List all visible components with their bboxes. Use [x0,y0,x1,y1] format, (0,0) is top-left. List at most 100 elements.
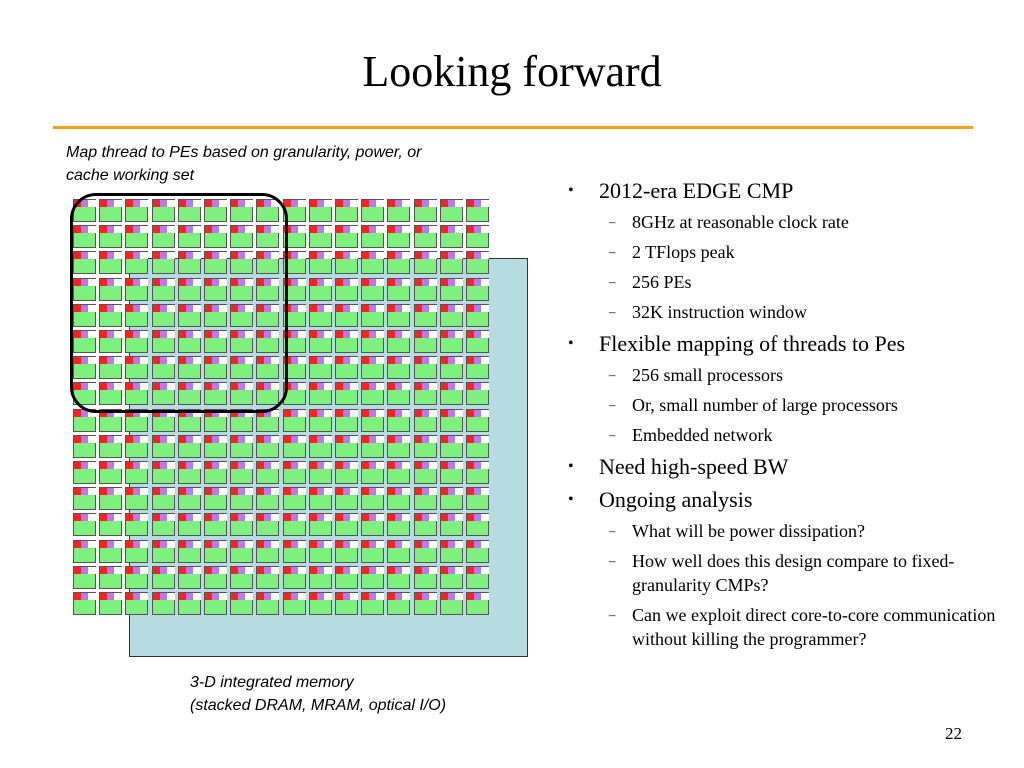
processing-element [335,251,358,274]
processing-element [309,435,332,458]
processing-element [178,278,201,301]
pe-cell-segment [455,383,463,390]
processing-element [387,356,410,379]
pe-cell-segment [107,252,114,259]
pe-cell-segment [126,462,133,469]
pe-cell-segment [429,305,437,312]
pe-cell-segment [167,331,175,338]
pe-cell-segment [238,305,245,312]
pe-cell-segment [153,279,160,286]
processing-element [99,592,122,615]
processing-element [99,540,122,563]
pe-cell-segment [81,357,88,364]
processing-element [466,566,489,589]
pe-cell-segment [140,279,148,286]
pe-cell-segment [186,226,193,233]
pe-cell-segment [126,200,133,207]
pe-cell-segment [140,383,148,390]
pe-cell-segment [429,331,437,338]
pe-cell-segment [160,593,167,600]
processing-element [466,409,489,432]
pe-cell-segment [88,252,96,259]
pe-cell-segment [219,383,227,390]
pe-cell-segment [467,488,474,495]
bullet-item: Ongoing analysis [566,487,996,513]
pe-cell-segment [343,383,350,390]
pe-cell-segment [343,410,350,417]
processing-element [256,251,279,274]
processing-element [335,461,358,484]
processing-element [178,304,201,327]
pe-cell-segment [336,514,343,521]
processing-element [387,461,410,484]
processing-element [335,409,358,432]
pe-cell-segment [153,357,160,364]
pe-cell-segment [74,383,81,390]
pe-cell-segment [350,383,358,390]
pe-cell-segment [245,305,253,312]
pe-cell-segment [160,252,167,259]
pe-cell-segment [429,462,437,469]
processing-element [73,251,96,274]
processing-element [152,435,175,458]
pe-cell-segment [153,252,160,259]
pe-cell-segment [193,200,201,207]
pe-cell-segment [317,567,324,574]
processing-element [99,304,122,327]
processing-element [361,409,384,432]
pe-cell-segment [100,593,107,600]
pe-cell-segment [291,383,298,390]
pe-cell-segment [219,436,227,443]
processing-element [335,540,358,563]
pe-cell-segment [467,567,474,574]
pe-cell-segment [481,200,489,207]
pe-cell-segment [481,436,489,443]
pe-cell-segment [362,541,369,548]
pe-cell-segment [114,357,122,364]
pe-cell-segment [291,279,298,286]
pe-cell-segment [133,226,140,233]
pe-cell-segment [467,357,474,364]
processing-element [230,540,253,563]
processing-element [152,278,175,301]
processing-element [440,225,463,248]
pe-cell-segment [395,514,402,521]
pe-cell-segment [212,226,219,233]
processing-element [414,540,437,563]
pe-cell-segment [140,410,148,417]
processing-element [125,278,148,301]
processing-element [440,330,463,353]
sub-bullet-item: 2 TFlops peak [566,240,996,264]
processing-element [361,251,384,274]
pe-cell-segment [238,514,245,521]
pe-cell-segment [153,226,160,233]
pe-cell-segment [369,488,376,495]
pe-cell-segment [100,436,107,443]
pe-cell-segment [336,200,343,207]
pe-cell-segment [310,436,317,443]
processing-element [283,461,306,484]
pe-cell-segment [298,357,306,364]
processing-element [256,225,279,248]
pe-cell-segment [317,226,324,233]
pe-cell-segment [369,462,376,469]
pe-cell-segment [291,331,298,338]
pe-cell-segment [343,331,350,338]
pe-cell-segment [317,436,324,443]
pe-cell-segment [179,514,186,521]
pe-cell-segment [429,488,437,495]
processing-element [204,330,227,353]
pe-cell-segment [212,567,219,574]
processing-element [440,513,463,536]
pe-cell-segment [298,331,306,338]
pe-cell-segment [245,331,253,338]
pe-cell-segment [369,383,376,390]
processing-element [414,435,437,458]
pe-cell-segment [455,593,463,600]
pe-cell-segment [362,436,369,443]
pe-cell-segment [422,410,429,417]
processing-element [309,251,332,274]
processing-element [440,566,463,589]
processing-element [466,356,489,379]
pe-cell-segment [186,252,193,259]
